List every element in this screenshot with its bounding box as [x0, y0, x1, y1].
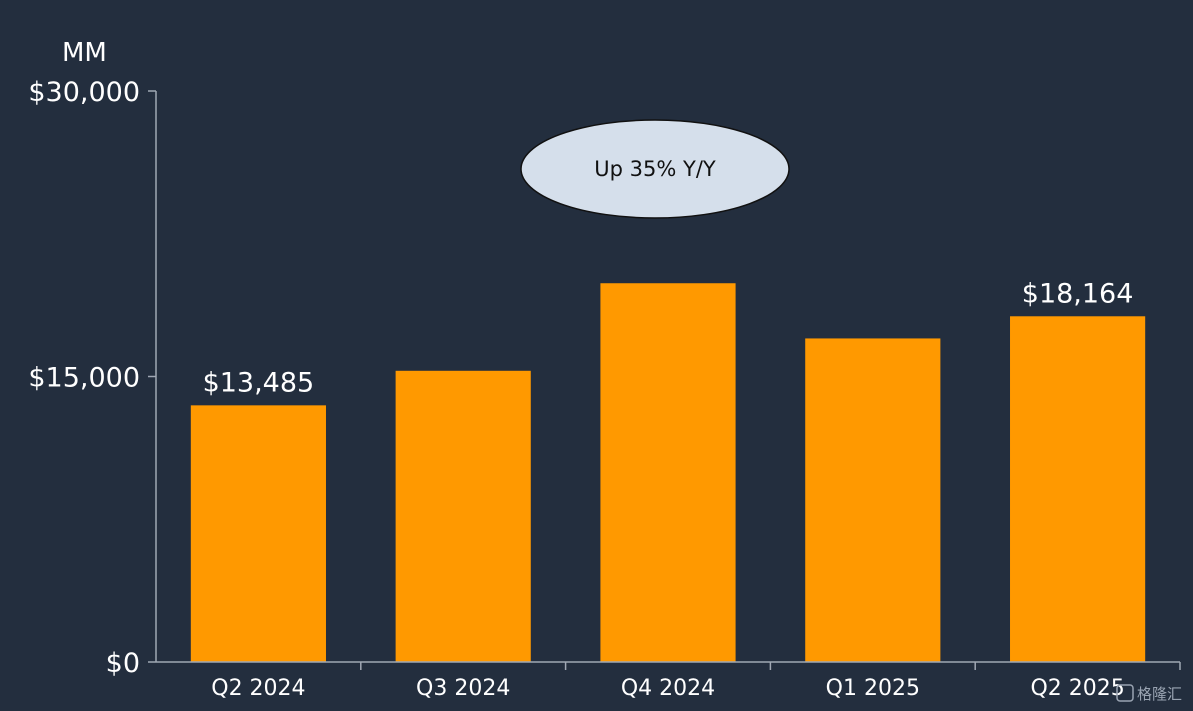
x-tick-label: Q2 2025: [1030, 676, 1124, 701]
bars: [190, 283, 1146, 662]
bar: [600, 283, 736, 662]
y-tick-label: $30,000: [28, 77, 140, 108]
y-tick-label: $15,000: [28, 363, 140, 394]
data-label: $18,164: [1022, 278, 1134, 309]
x-tick-label: Q3 2024: [416, 676, 510, 701]
bar: [805, 338, 941, 662]
callout-text: Up 35% Y/Y: [594, 157, 716, 181]
yoy-callout: Up 35% Y/Y: [520, 119, 790, 219]
x-tick-label: Q2 2024: [211, 676, 305, 701]
data-label: $13,485: [203, 367, 315, 398]
bar: [1010, 316, 1146, 662]
bar: [190, 405, 326, 662]
bar: [395, 370, 531, 662]
callout-bubble: [520, 119, 790, 219]
x-tick-label: Q4 2024: [621, 676, 715, 701]
data-labels: $13,485 $18,164: [203, 278, 1134, 398]
watermark-text: 格隆汇: [1137, 685, 1182, 703]
watermark: 格隆汇: [1116, 684, 1182, 703]
x-tick-label: Q1 2025: [826, 676, 920, 701]
y-unit-label: MM: [62, 38, 107, 68]
y-axis-ticks: $0 $15,000 $30,000: [28, 77, 156, 679]
x-axis-ticks: Q2 2024 Q3 2024 Q4 2024 Q1 2025 Q2 2025: [211, 662, 1181, 701]
y-tick-label: $0: [106, 648, 140, 679]
watermark-logo-icon: [1116, 684, 1134, 702]
